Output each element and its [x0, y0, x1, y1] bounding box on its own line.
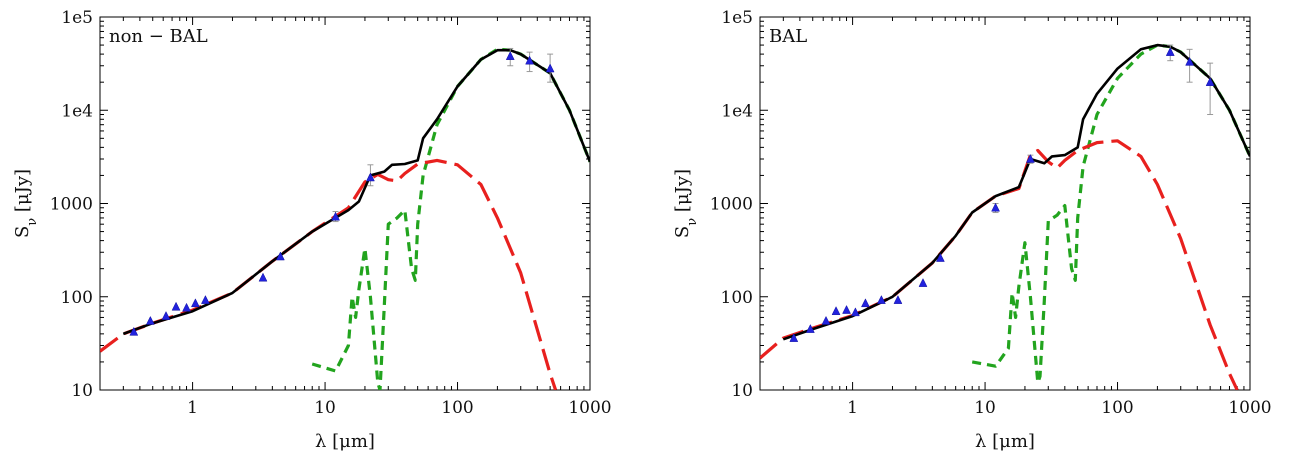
data-point	[991, 202, 1000, 212]
y-tick-label: 1e4	[721, 101, 753, 121]
data-point	[861, 298, 870, 308]
series-line-total	[122, 48, 590, 336]
y-axis-title: Sν [μJy]	[12, 169, 40, 238]
data-point	[129, 326, 139, 336]
x-axis-title: λ [μm]	[975, 431, 1035, 452]
x-tick-label: 10	[974, 398, 996, 418]
y-tick-label: 1e4	[61, 101, 93, 121]
data-point	[545, 63, 555, 73]
plot-frame	[759, 16, 1251, 391]
data-point	[1185, 56, 1195, 66]
x-axis-title: λ [μm]	[315, 431, 375, 452]
data-point	[366, 172, 375, 182]
series-line-torus	[760, 139, 1239, 390]
y-tick-label: 1000	[50, 195, 93, 215]
x-tick-label: 1	[187, 398, 198, 418]
data-point	[805, 324, 815, 333]
y-tick-label: 1e5	[721, 8, 753, 28]
x-tick-label: 100	[1101, 398, 1133, 418]
data-point	[171, 301, 181, 311]
y-tick-label: 1e5	[61, 8, 93, 28]
data-point	[876, 295, 886, 304]
data-point	[190, 298, 200, 308]
data-point	[831, 306, 841, 315]
data-point	[145, 315, 155, 325]
data-point	[821, 315, 831, 325]
series-line-starburst	[971, 43, 1250, 385]
data-point	[935, 252, 945, 262]
data-point	[850, 307, 860, 317]
chart-panel: 1 10 100 1000 10 100 1000 1e4 1e5 λ [μm] Sν [μJy] B…	[672, 8, 1272, 452]
data-point	[789, 333, 799, 342]
x-tick-label: 1	[847, 398, 858, 418]
chart-panel: 1 10 100 1000 10 100 1000 1e4 1e5 λ [μm] Sν [μJy] n…	[12, 8, 612, 452]
data-point	[161, 311, 171, 320]
data-point	[182, 302, 191, 312]
data-point	[525, 55, 535, 65]
panel-label: non − BAL	[109, 26, 208, 47]
data-point	[201, 295, 210, 304]
x-tick-label: 1000	[1228, 398, 1271, 418]
y-tick-label: 1000	[710, 195, 753, 215]
data-point	[1026, 153, 1035, 163]
y-axis-title: Sν [μJy]	[672, 169, 700, 238]
data-point	[331, 211, 340, 221]
data-point	[275, 251, 285, 261]
plot-frame	[99, 16, 591, 391]
panel-label: BAL	[769, 26, 807, 47]
series-line-total	[782, 43, 1250, 341]
series-line-torus	[100, 158, 558, 390]
data-point	[918, 278, 928, 287]
x-tick-label: 10	[314, 398, 336, 418]
data-point	[1205, 77, 1215, 86]
data-point	[505, 51, 515, 60]
data-point	[893, 295, 903, 304]
y-tick-label: 10	[71, 381, 93, 401]
series-line-starburst	[311, 47, 590, 390]
y-tick-label: 100	[61, 288, 93, 308]
y-tick-label: 10	[731, 381, 753, 401]
data-point	[842, 304, 851, 314]
x-tick-label: 1000	[568, 398, 611, 418]
y-tick-label: 100	[721, 288, 753, 308]
data-point	[1165, 47, 1175, 56]
x-tick-label: 100	[441, 398, 473, 418]
data-point	[258, 272, 268, 282]
